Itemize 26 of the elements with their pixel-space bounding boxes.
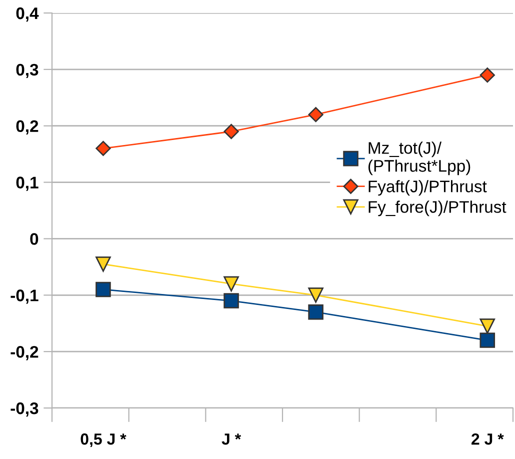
- point: [224, 124, 239, 140]
- legend-label: Fy_fore(J)/PThrust: [368, 200, 506, 216]
- point: [480, 318, 496, 334]
- x-tick-label: 0,5 J *: [80, 433, 126, 448]
- point: [308, 288, 324, 303]
- y-tick-label: -0,3: [10, 402, 38, 417]
- y-tick-label: -0,2: [10, 346, 38, 360]
- point: [96, 140, 111, 156]
- x-tick-label: J *: [222, 434, 242, 445]
- y-tick-label: 0,1: [16, 176, 38, 191]
- y-tick-label: 0,2: [16, 120, 38, 134]
- point: [96, 282, 111, 298]
- point: [480, 332, 496, 348]
- y-tick-label: 0: [30, 233, 38, 245]
- point: [308, 107, 324, 122]
- point: [308, 304, 324, 320]
- legend-label: Fyaft(J)/PThrust: [368, 180, 487, 196]
- y-tick-label: 0,4: [16, 7, 39, 22]
- point: [224, 276, 239, 292]
- y-tick-label: -0,1: [10, 290, 38, 304]
- legend-label: Mz_tot(J)/ (PThrust*Lpp): [368, 142, 470, 176]
- point: [224, 293, 239, 308]
- x-tick-label: 2 J *: [472, 433, 504, 445]
- point: [96, 256, 111, 272]
- y-tick-label: 0,3: [16, 64, 38, 78]
- point: [480, 68, 495, 83]
